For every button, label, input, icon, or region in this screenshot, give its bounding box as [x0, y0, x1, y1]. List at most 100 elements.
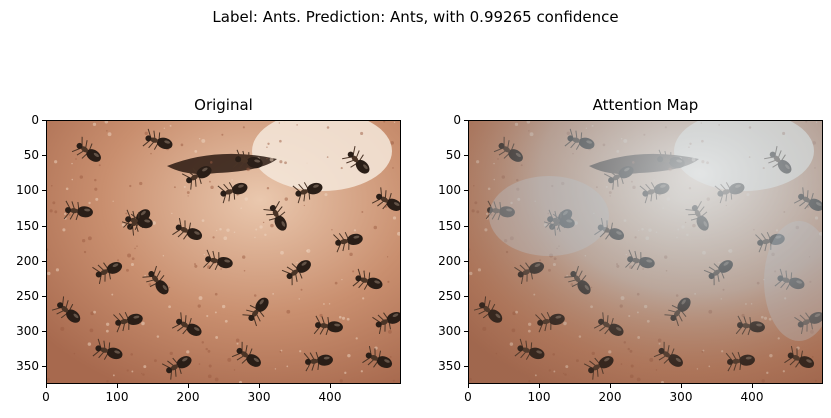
ant-abdomen [376, 356, 393, 369]
ant-highlight [114, 350, 121, 354]
y-tick-mark [42, 260, 46, 262]
panel-title-original: Original [194, 96, 253, 114]
ant-highlight [384, 359, 390, 363]
ground-speck [90, 311, 94, 316]
ground-speck [54, 210, 58, 214]
ground-speck [54, 160, 58, 164]
ground-speck [144, 131, 148, 135]
ant-thorax [340, 239, 349, 245]
ground-speck [209, 161, 213, 164]
ground-speck [156, 335, 160, 338]
ground-speck [163, 127, 166, 129]
ant [313, 315, 343, 336]
ground-speck [203, 253, 206, 256]
ant-thorax [180, 227, 189, 233]
x-tick-label: 300 [247, 390, 271, 404]
ground-speck [226, 228, 230, 232]
ground-speck [242, 126, 245, 129]
ant-head [305, 358, 312, 365]
ground-speck [326, 156, 329, 158]
ant-highlight [182, 357, 188, 362]
x-tick-mark [188, 384, 189, 388]
figure-title: Label: Ants. Prediction: Ants, with 0.99… [212, 8, 619, 26]
ant-abdomen [255, 297, 269, 312]
ant-head [57, 302, 64, 309]
ground-speck [298, 298, 300, 300]
ground-speck [142, 373, 145, 376]
y-tick-mark [464, 366, 468, 368]
ant [362, 345, 393, 369]
ant-abdomen [246, 156, 263, 169]
y-tick-label: 350 [16, 359, 39, 374]
ground-speck [389, 355, 392, 358]
ground-speck [360, 131, 364, 135]
ant-thorax [272, 209, 279, 218]
ant-abdomen [155, 280, 169, 295]
ground-speck [79, 175, 84, 179]
ant-highlight [253, 357, 259, 363]
ground-speck [130, 353, 133, 356]
ground-speck [259, 225, 263, 229]
ground-speck [208, 364, 212, 368]
ground-speck [346, 317, 350, 321]
y-tick-label: 200 [438, 253, 461, 268]
ground-speck [286, 365, 289, 368]
ground-speck [270, 223, 274, 228]
ant-highlight [334, 323, 341, 327]
ground-speck [216, 229, 218, 232]
ground-speck [73, 352, 76, 355]
ant-head [376, 193, 383, 200]
ground-speck [169, 351, 173, 356]
ant [372, 311, 400, 335]
ground-speck [220, 268, 222, 270]
ant-abdomen [386, 198, 400, 211]
ground-speck [388, 329, 392, 334]
ground-speck [106, 130, 108, 132]
ground-speck [397, 231, 400, 236]
ground-speck [392, 379, 395, 382]
ground-speck [334, 281, 338, 285]
ground-speck [87, 342, 92, 346]
ant-thorax [61, 305, 69, 313]
ground-speck [239, 380, 242, 383]
ground-speck [98, 164, 101, 167]
ant-highlight [259, 299, 264, 305]
ant-thorax [170, 364, 179, 371]
ground-speck [117, 259, 120, 262]
ground-speck [83, 250, 87, 254]
ground-speck [326, 126, 330, 129]
ground-speck [221, 304, 226, 309]
y-tick-mark [464, 120, 468, 121]
ant-head [335, 239, 342, 246]
ant-head [347, 151, 354, 158]
ant-thorax [190, 174, 199, 181]
ant [203, 249, 233, 271]
ant-abdomen [136, 216, 153, 229]
ground-speck [214, 292, 218, 296]
ant-thorax [320, 323, 329, 329]
ground-speck [236, 342, 239, 345]
ant [281, 260, 311, 286]
ground-speck [338, 315, 342, 319]
ground-speck [171, 212, 173, 215]
ant [92, 261, 123, 285]
ant-highlight [363, 164, 368, 170]
ground-speck [107, 132, 112, 137]
ground-speck [47, 271, 51, 276]
ground-speck [49, 209, 53, 213]
ant [123, 209, 153, 231]
ant [242, 297, 269, 327]
y-tick-label: 50 [23, 148, 39, 163]
ground-speck [127, 253, 132, 258]
ant-highlight [238, 184, 244, 188]
ground-speck [169, 124, 172, 127]
ground-speck [246, 167, 250, 172]
y-tick-mark [42, 225, 46, 227]
ground-speck [71, 162, 73, 165]
ground-speck [93, 310, 97, 314]
y-tick-label: 350 [438, 359, 461, 374]
ant-head [236, 347, 243, 354]
ant-abdomen [86, 149, 101, 162]
x-tick-mark [259, 384, 260, 388]
ground-speck [340, 167, 343, 170]
